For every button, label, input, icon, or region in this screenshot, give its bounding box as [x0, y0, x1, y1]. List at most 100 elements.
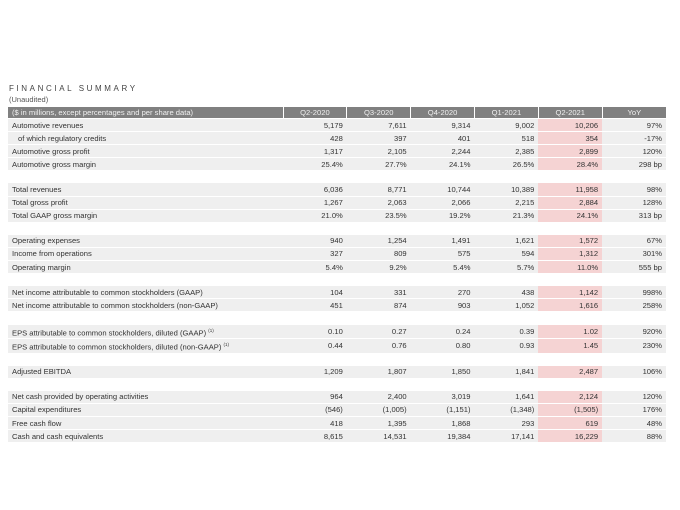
cell-value: 298 bp: [602, 157, 666, 171]
cell-value: 1,267: [283, 195, 347, 210]
row-label: Net income attributable to common stockh…: [8, 285, 283, 299]
column-header: Q2-2021: [537, 107, 603, 119]
table-row: Total gross profit 1,267 2,063 2,066 2,215 2,…: [8, 195, 666, 210]
cell-value: 619: [538, 416, 603, 430]
table-row: Total revenues 6,036 8,771 10,744 10,389 11,9…: [8, 182, 666, 197]
cell-value: 19,384: [410, 429, 475, 443]
cell-value: 230%: [602, 338, 666, 353]
cell-value: 2,487: [538, 364, 603, 378]
column-header: Q1-2021: [473, 107, 539, 119]
cell-value: 1,491: [410, 233, 475, 248]
spacer-row: [8, 352, 666, 366]
table-row: Net cash provided by operating activitie…: [8, 389, 666, 404]
row-label-text: Cash and cash equivalents: [12, 431, 104, 441]
cell-value: 2,400: [346, 389, 411, 404]
row-label: Capital expenditures: [8, 402, 283, 417]
row-label: EPS attributable to common stockholders,…: [8, 338, 283, 353]
row-label: Free cash flow: [8, 416, 283, 430]
cell-value: 428: [283, 131, 347, 145]
spacer-row: [8, 377, 666, 391]
cell-value: 451: [283, 298, 347, 312]
row-label: Automotive gross margin: [8, 157, 283, 171]
cell-value: 1,312: [538, 246, 603, 261]
row-label-text: Total revenues: [12, 185, 62, 195]
cell-value: 0.44: [283, 338, 347, 353]
cell-value: 21.0%: [283, 208, 347, 222]
row-label-text: Capital expenditures: [12, 405, 82, 415]
table-row: Automotive gross margin 25.4% 27.7% 24.1% 26…: [8, 157, 666, 171]
cell-value: 555 bp: [602, 260, 666, 274]
table-row: Net income attributable to common stockh…: [8, 298, 666, 312]
cell-value: 14,531: [346, 429, 411, 443]
row-label-text: Net income attributable to common stockh…: [12, 287, 203, 297]
row-label: Net income attributable to common stockh…: [8, 298, 283, 312]
cell-value: 594: [474, 246, 539, 261]
cell-value: 2,105: [346, 144, 411, 158]
cell-value: 331: [346, 285, 411, 299]
cell-value: 5.7%: [474, 260, 539, 274]
cell-value: 964: [283, 389, 347, 404]
row-label: Total revenues: [8, 182, 283, 197]
cell-value: 11,958: [538, 182, 603, 197]
cell-value: 438: [474, 285, 539, 299]
row-label-text: EPS attributable to common stockholders,…: [12, 328, 207, 338]
row-label-text: Operating margin: [12, 262, 71, 272]
cell-value: 23.5%: [346, 208, 411, 222]
cell-value: 19.2%: [410, 208, 475, 222]
spacer-row: [8, 221, 666, 235]
cell-value: 11.0%: [538, 260, 603, 274]
cell-value: 0.24: [410, 323, 475, 339]
cell-value: 48%: [602, 416, 666, 430]
cell-value: (1,348): [474, 402, 539, 417]
cell-value: (1,005): [346, 402, 411, 417]
column-header: Q2-2020: [282, 107, 347, 119]
cell-value: 575: [410, 246, 475, 261]
cell-value: 2,884: [538, 195, 603, 210]
table-row: of which regulatory credits 428 397 401 518 3…: [8, 131, 666, 145]
row-label: Cash and cash equivalents: [8, 429, 283, 443]
spacer-row: [8, 273, 666, 286]
cell-value: 940: [283, 233, 347, 248]
table-row: Free cash flow 418 1,395 1,868 293 619 48%: [8, 416, 666, 430]
spacer-row: [8, 170, 666, 183]
cell-value: -17%: [602, 131, 666, 145]
cell-value: 7,611: [346, 117, 411, 132]
row-label: Automotive revenues: [8, 117, 283, 132]
cell-value: 874: [346, 298, 411, 312]
table-row: Capital expenditures (546) (1,005) (1,151)(…: [8, 402, 666, 417]
cell-value: 120%: [602, 144, 666, 158]
spacer: [8, 170, 666, 183]
cell-value: 5.4%: [283, 260, 347, 274]
cell-value: 0.93: [474, 338, 539, 353]
cell-value: 1.02: [538, 323, 603, 339]
financial-summary-table: ($ in millions, except percentages and p…: [8, 107, 666, 443]
cell-value: 1,807: [346, 364, 411, 378]
table-row: Operating margin 5.4% 9.2% 5.4% 5.7% 11.0% 555…: [8, 260, 666, 274]
row-label-text: Automotive gross margin: [12, 159, 96, 169]
row-label-text: Net income attributable to common stockh…: [12, 300, 218, 310]
cell-value: 1,254: [346, 233, 411, 248]
cell-value: 327: [283, 246, 347, 261]
cell-value: 2,899: [538, 144, 603, 158]
cell-value: 2,244: [410, 144, 475, 158]
cell-value: 518: [474, 131, 539, 145]
spacer: [8, 221, 666, 235]
cell-value: 10,744: [410, 182, 475, 197]
cell-value: 120%: [602, 389, 666, 404]
cell-value: 9,314: [410, 117, 475, 132]
subtitle: (Unaudited): [9, 95, 49, 104]
cell-value: 1,317: [283, 144, 347, 158]
row-label: Net cash provided by operating activitie…: [8, 389, 283, 404]
cell-value: 920%: [602, 323, 666, 339]
cell-value: 5,179: [283, 117, 347, 132]
column-header: YoY: [601, 107, 666, 119]
cell-value: 1,616: [538, 298, 603, 312]
cell-value: 3,019: [410, 389, 475, 404]
cell-value: 98%: [602, 182, 666, 197]
row-label: Total gross profit: [8, 195, 283, 210]
cell-value: 21.3%: [474, 208, 539, 222]
cell-value: 9,002: [474, 117, 539, 132]
cell-value: 8,615: [283, 429, 347, 443]
table-row: Adjusted EBITDA 1,209 1,807 1,850 1,841 2,487…: [8, 364, 666, 378]
row-label-text: Net cash provided by operating activitie…: [12, 392, 149, 402]
